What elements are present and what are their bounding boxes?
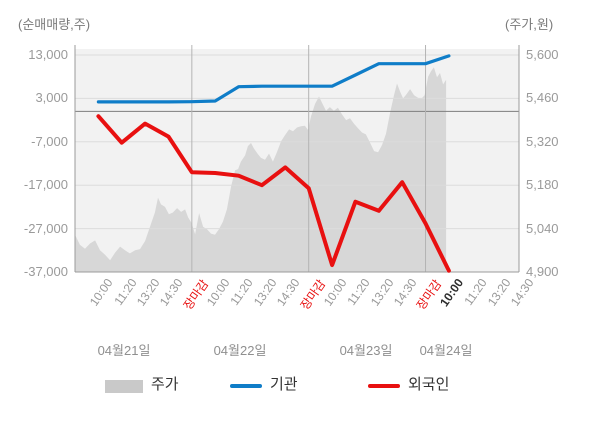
right-axis-tick-label: 5,180 [526,177,559,193]
legend-institution-label: 기관 [270,376,298,393]
right-axis-tick-label: 5,040 [526,220,559,236]
left-axis-tick-label: 3,000 [35,90,68,106]
x-axis-date-label: 04월24일 [419,343,473,358]
x-axis-date-label: 04월22일 [213,343,267,358]
right-axis-tick-label: 5,320 [526,133,559,149]
left-axis-tick-label: -7,000 [31,133,68,149]
right-axis-tick-label: 5,600 [526,47,559,62]
legend-institution-line-icon [230,384,262,388]
x-axis-date-label: 04월21일 [97,343,151,358]
legend-price-swatch [105,380,143,393]
right-axis-title: (주가,원) [505,17,554,32]
legend-foreigner-label: 외국인 [408,376,450,393]
left-axis-title: (순매매량,주) [18,17,91,32]
institution-line-series [96,54,451,104]
left-axis-tick-label: 13,000 [28,47,68,62]
legend-price-label: 주가 [151,376,179,393]
right-axis-tick-label: 5,460 [526,90,559,106]
left-axis-tick-label: -17,000 [23,177,68,193]
legend-foreigner-line-icon [368,384,400,388]
x-axis-date-label: 04월23일 [339,343,393,358]
left-axis-tick-label: -37,000 [23,264,68,279]
left-axis-tick-label: -27,000 [23,220,68,236]
right-axis-tick-label: 4,900 [526,264,559,279]
price-area-series [75,67,447,273]
foreigner-line-series [96,114,451,273]
